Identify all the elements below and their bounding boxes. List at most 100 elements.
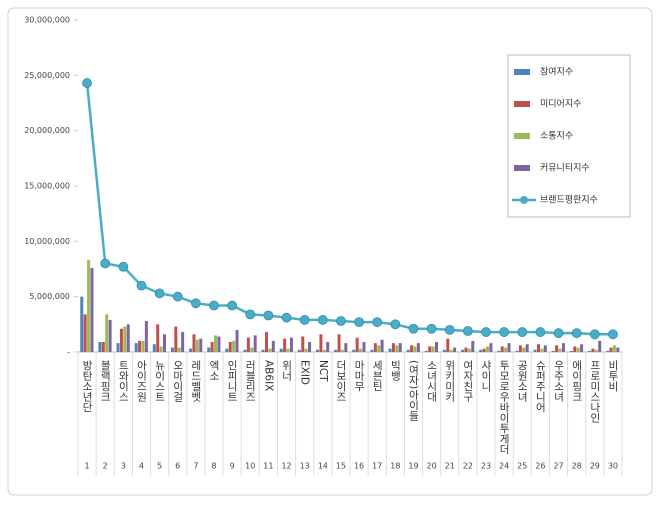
line-marker [354, 317, 364, 328]
x-category-label: 에이핑크 [571, 360, 583, 402]
x-category-label: 엑소 [208, 360, 220, 381]
line-marker [136, 280, 147, 291]
bar [431, 346, 435, 352]
line-marker [263, 310, 274, 321]
line-marker [408, 323, 419, 334]
bar [391, 343, 395, 352]
bar [340, 349, 344, 352]
bar [352, 349, 356, 352]
bar [555, 345, 559, 352]
bar [243, 349, 247, 352]
x-category-label: 빅뱅 [389, 360, 401, 381]
line-marker [317, 315, 328, 325]
bar [486, 346, 489, 352]
bar [286, 348, 290, 352]
bar [576, 347, 580, 352]
bar [174, 326, 178, 352]
line-marker [372, 317, 383, 328]
bar [116, 343, 120, 352]
bar [594, 349, 598, 352]
bar [156, 324, 160, 352]
x-category-label: NCT [317, 360, 329, 382]
bar [123, 326, 127, 352]
bar [453, 347, 457, 352]
bar [551, 350, 555, 352]
bar [537, 344, 540, 352]
bar [189, 348, 193, 352]
x-category-label: 비투비 [607, 360, 619, 392]
bar [446, 338, 450, 352]
bar [380, 339, 384, 352]
bar [134, 343, 138, 352]
bar [464, 347, 468, 352]
x-category-label: 마마무 [353, 360, 365, 392]
x-rank-label: 21 [445, 462, 455, 471]
line-marker [553, 328, 564, 339]
x-rank-label: 11 [263, 462, 273, 471]
x-category-label: 러블리즈 [244, 360, 256, 402]
legend-marker [520, 196, 528, 204]
bar [442, 349, 446, 352]
bar [558, 348, 562, 352]
x-category-label: 뉴이스트 [154, 360, 166, 402]
x-rank-label: 7 [193, 462, 198, 471]
bar [192, 334, 196, 352]
bar [90, 267, 94, 352]
line-marker [462, 326, 473, 336]
line-marker [517, 327, 528, 337]
bar [271, 340, 275, 352]
bar [435, 342, 438, 352]
legend-label: 소통지수 [540, 131, 573, 142]
bar [207, 347, 211, 352]
bar [170, 347, 174, 352]
x-rank-label: 27 [553, 462, 563, 471]
bar [377, 345, 381, 352]
bar [362, 342, 366, 352]
line-marker [154, 288, 165, 299]
bar [507, 343, 511, 352]
bar [482, 348, 486, 352]
bar [144, 321, 148, 352]
bar [228, 342, 232, 352]
bar [246, 337, 250, 352]
bar [515, 350, 519, 352]
bar [297, 349, 301, 352]
x-category-label: 투모로우바이투게더 [498, 360, 510, 455]
bar [395, 345, 399, 352]
x-category-label: 방탄소년단 [81, 360, 93, 413]
bar [261, 349, 265, 352]
bar [181, 332, 185, 352]
y-tick-label: 30,000,000 [24, 16, 70, 25]
line-marker [336, 316, 346, 326]
x-rank-label: 15 [336, 462, 346, 471]
line-marker [571, 328, 582, 339]
bar [195, 339, 199, 352]
bar [467, 348, 471, 352]
line-marker [589, 329, 600, 340]
bar [522, 347, 526, 352]
x-category-label: 세븐틴 [371, 360, 383, 392]
x-rank-label: 13 [300, 462, 310, 471]
bar [410, 345, 414, 352]
y-tick-label: 25,000,000 [24, 71, 70, 80]
bar [177, 347, 181, 352]
bar [413, 346, 417, 352]
legend-swatch [514, 133, 530, 139]
bar [428, 346, 432, 352]
x-category-label: 위너 [281, 359, 293, 382]
x-rank-label: 6 [175, 462, 180, 471]
x-rank-label: 4 [139, 462, 144, 471]
bar [533, 349, 537, 352]
bar [580, 344, 584, 352]
x-rank-label: 8 [211, 462, 216, 471]
x-rank-label: 20 [427, 462, 437, 471]
bar [235, 329, 239, 352]
bar [479, 349, 483, 352]
bar [83, 314, 87, 352]
bar [250, 347, 254, 352]
bar [87, 260, 91, 352]
line-marker [227, 300, 238, 311]
bar [214, 335, 217, 352]
legend-label: 미디어지수 [540, 99, 581, 110]
x-rank-label: 17 [372, 462, 382, 471]
